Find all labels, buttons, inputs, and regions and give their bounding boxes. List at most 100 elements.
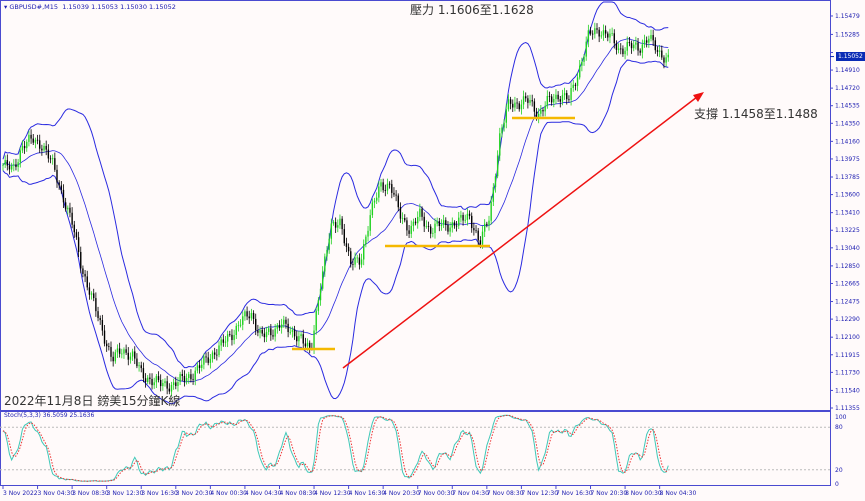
candle-body [386,183,389,191]
candle-body [75,232,78,238]
candle-body [488,220,490,226]
candle-body [339,218,341,226]
trend-arrow-head [693,92,704,102]
y-tick-label: 1.13600 [835,192,860,199]
x-tick-label: 4 Nov 20:30 [383,490,420,497]
candle-body [110,346,112,357]
stoch-level-label: 100 [835,414,847,421]
candle-body [170,384,173,392]
y-tick-label: 1.14720 [835,85,860,92]
candle-body [82,268,84,274]
candle-body [123,349,125,354]
candle-body [587,30,590,42]
candle-body [337,225,339,228]
candle-body [43,145,45,151]
x-tick-label: 7 Nov 04:30 [452,490,489,497]
candle-body [492,187,495,202]
candle-body [229,334,231,336]
candle-body [453,222,456,226]
candle-body [514,102,516,108]
candle-body [481,231,484,245]
candle-body [434,223,436,233]
candle-body [490,201,492,221]
candle-body [172,382,175,385]
ohlc-readout: 1.15039 1.15053 1.15030 1.15052 [62,3,176,11]
candle-body [283,319,285,325]
candle-body [84,273,86,277]
candle-body [384,190,387,191]
candle-body [198,365,201,368]
candle-body [49,158,52,160]
candle-body [367,230,369,237]
y-tick-label: 1.12475 [835,299,860,306]
candle-body [410,225,412,234]
candle-body [583,56,585,62]
candle-body [155,376,158,383]
candle-body [607,33,609,38]
candle-body [235,325,237,335]
candle-body [509,99,512,104]
candle-body [447,225,449,232]
candle-body [302,334,304,344]
y-tick-label: 1.13410 [835,210,860,217]
candle-body [114,352,117,362]
candle-body [561,95,564,102]
candle-body [315,310,317,331]
candle-body [626,42,628,51]
candle-body [30,134,32,139]
candle-body [393,192,395,195]
candle-body [347,246,350,252]
candle-body [136,358,138,367]
candle-body [8,165,11,170]
candle-body [293,329,296,337]
candle-body [477,230,479,241]
candle-body [226,334,229,342]
y-tick-label: 1.15285 [835,31,860,38]
candle-body [341,218,343,230]
candle-body [188,374,190,379]
candle-body [45,145,47,150]
x-tick-label: 3 Nov 04:30 [38,490,75,497]
candle-body [205,356,207,358]
candle-body [175,382,177,386]
candle-body [438,221,441,226]
candle-body [62,189,65,203]
candle-body [356,257,358,259]
candle-body [503,122,505,128]
candle-body [112,356,114,362]
candle-body [609,33,611,38]
candle-body [181,374,183,376]
main-panel-frame [0,0,831,411]
candle-body [414,221,417,224]
candle-body [164,381,166,384]
candle-body [624,50,626,55]
candle-body [80,251,82,269]
bollinger-middle-band [2,38,669,383]
candle-body [51,158,54,160]
candle-body [233,334,235,341]
y-tick-label: 1.13040 [835,245,860,252]
candle-body [486,223,488,226]
candle-body [34,139,37,143]
candle-body [499,133,501,156]
candle-body [237,325,240,327]
candle-body [345,243,348,247]
candle-body [529,100,531,103]
candle-body [93,293,95,299]
candle-body [483,223,486,232]
candle-body [395,194,397,196]
candle-body [630,43,633,49]
y-tick-label: 1.14350 [835,120,860,127]
candle-body [602,30,605,36]
candle-body [203,356,205,365]
candle-body [574,84,577,86]
candle-body [274,328,276,337]
candle-body [460,214,462,218]
x-tick-label: 8 Nov 04:30 [660,490,697,497]
candle-body [28,134,30,142]
symbol-label: GBPUSD#,M15 [9,3,59,11]
candle-body [121,353,123,355]
x-tick-label: 7 Nov 00:30 [418,490,455,497]
candle-body [535,111,538,118]
